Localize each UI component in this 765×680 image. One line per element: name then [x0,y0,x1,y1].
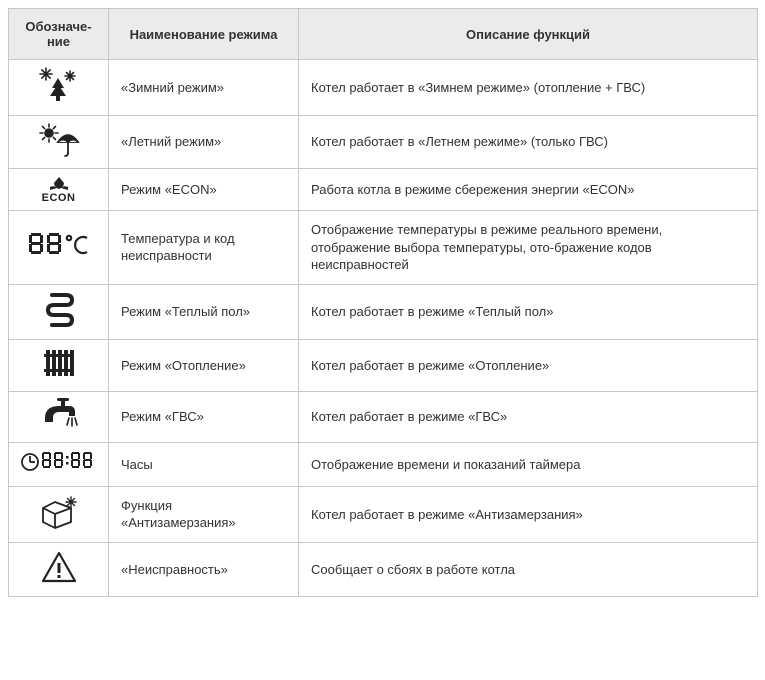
mode-description: Котел работает в «Зимнем режиме» (отопле… [299,60,758,116]
table-row: «Неисправность»Сообщает о сбоях в работе… [9,543,758,597]
mode-description: Сообщает о сбоях в работе котла [299,543,758,597]
fault-icon [9,543,109,597]
mode-description: Работа котла в режиме сбережения энергии… [299,169,758,211]
header-name: Наименование режима [109,9,299,60]
table-row: ЧасыОтображение времени и показаний тайм… [9,443,758,487]
mode-description: Отображение температуры в режиме реально… [299,211,758,285]
mode-name: Режим «Отопление» [109,340,299,392]
mode-description: Отображение времени и показаний таймера [299,443,758,487]
econ-label: ECON [42,193,76,204]
table-row: Температура и код неисправностиОтображен… [9,211,758,285]
mode-name: Часы [109,443,299,487]
modes-table: Обозначе- ние Наименование режима Описан… [8,8,758,597]
mode-name: «Зимний режим» [109,60,299,116]
heating-icon [9,340,109,392]
mode-name: «Летний режим» [109,115,299,169]
table-row: ECON Режим «ECON»Работа котла в режиме с… [9,169,758,211]
temp-code-icon [9,211,109,285]
dhw-icon [9,391,109,443]
table-row: «Летний режим»Котел работает в «Летнем р… [9,115,758,169]
mode-name: Температура и код неисправности [109,211,299,285]
mode-name: Режим «ГВС» [109,391,299,443]
table-row: Режим «ГВС»Котел работает в режиме «ГВС» [9,391,758,443]
mode-name: Режим «Теплый пол» [109,284,299,340]
header-symbol: Обозначе- ние [9,9,109,60]
mode-name: Функция «Антизамерзания» [109,486,299,542]
econ-icon: ECON [9,169,109,211]
mode-description: Котел работает в «Летнем режиме» (только… [299,115,758,169]
table-row: Функция «Антизамерзания»Котел работает в… [9,486,758,542]
table-row: Режим «Теплый пол»Котел работает в режим… [9,284,758,340]
mode-description: Котел работает в режиме «Теплый пол» [299,284,758,340]
summer-icon [9,115,109,169]
header-row: Обозначе- ние Наименование режима Описан… [9,9,758,60]
floor-heat-icon [9,284,109,340]
mode-description: Котел работает в режиме «ГВС» [299,391,758,443]
mode-description: Котел работает в режиме «Антизамерзания» [299,486,758,542]
table-row: Режим «Отопление»Котел работает в режиме… [9,340,758,392]
header-desc: Описание функций [299,9,758,60]
modes-tbody: «Зимний режим»Котел работает в «Зимнем р… [9,60,758,597]
mode-name: «Неисправность» [109,543,299,597]
mode-name: Режим «ECON» [109,169,299,211]
winter-icon [9,60,109,116]
antifreeze-icon [9,486,109,542]
table-row: «Зимний режим»Котел работает в «Зимнем р… [9,60,758,116]
mode-description: Котел работает в режиме «Отопление» [299,340,758,392]
clock-icon [9,443,109,487]
